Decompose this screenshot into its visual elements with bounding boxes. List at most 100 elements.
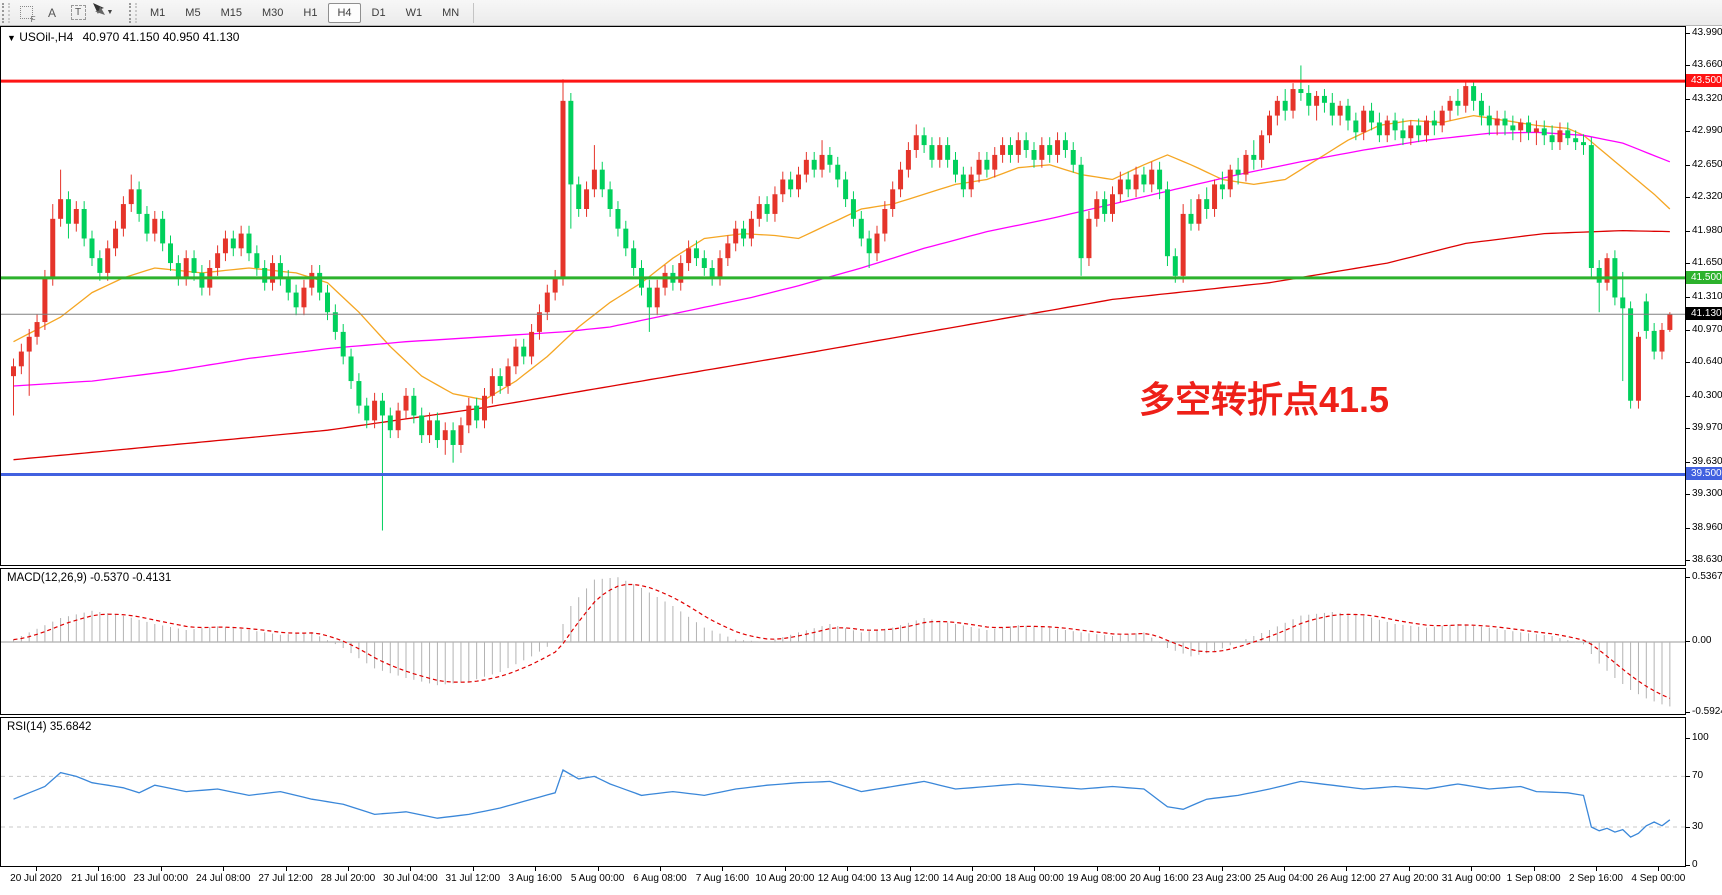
axis-tick-mark: [1686, 462, 1690, 463]
timeframe-m1-button[interactable]: M1: [150, 6, 166, 19]
candle-body: [105, 248, 111, 273]
candle-body: [1384, 120, 1390, 136]
axis-tick-mark: [1686, 297, 1690, 298]
time-tick-mark: [36, 867, 37, 871]
price-tick-label: 41.650: [1692, 257, 1722, 268]
candle-body: [1321, 95, 1327, 103]
timeframe-d1-button[interactable]: D1: [371, 6, 386, 19]
rsi-pane[interactable]: RSI(14) 35.6842: [0, 717, 1686, 867]
time-label: 23 Aug 23:00: [1192, 873, 1252, 884]
macd-canvas: [1, 577, 1685, 707]
candle-body: [1478, 100, 1484, 116]
candle-body: [1000, 145, 1006, 155]
time-tick-mark: [722, 867, 724, 871]
candle-body: [1306, 92, 1312, 106]
candle-body: [631, 248, 637, 268]
candle-body: [796, 174, 801, 190]
axis-tick-mark: [1686, 231, 1690, 232]
candle-body: [890, 189, 896, 209]
candle-body: [552, 277, 558, 293]
candle-body: [937, 145, 943, 160]
axis-tick-mark: [1686, 865, 1690, 866]
time-axis[interactable]: 20 Jul 2020 21 Jul 16:00 23 Jul 00:00 24 Ju…: [0, 867, 1722, 895]
toolbar-grip-2[interactable]: [129, 2, 137, 23]
price-tick-label: 40.970: [1692, 324, 1722, 335]
timeframe-mn-button[interactable]: MN: [442, 6, 460, 19]
candle-body: [693, 248, 699, 259]
cursor-arrows-tool-icon[interactable]: ▼: [92, 2, 126, 24]
time-tick-mark: [223, 867, 225, 871]
candle-body: [191, 258, 197, 273]
candle-body: [764, 204, 770, 214]
time-label: 30 Jul 04:00: [383, 873, 438, 884]
text-box-tool-icon[interactable]: T: [66, 2, 90, 24]
candle-body: [1518, 122, 1524, 131]
candle-body: [733, 228, 739, 244]
candle-body: [230, 238, 236, 249]
candle-body: [1149, 169, 1155, 185]
candle-body: [945, 145, 951, 160]
candle-body: [1196, 199, 1202, 224]
candle-body: [929, 145, 935, 160]
candle-body: [152, 218, 158, 234]
candle-body: [615, 208, 621, 229]
candle-body: [1204, 199, 1210, 209]
time-tick-mark: [1533, 867, 1535, 871]
macd-pane[interactable]: MACD(12,26,9) -0.5370 -0.4131: [0, 568, 1686, 715]
price-tick-label: 41.980: [1692, 225, 1722, 236]
candle-body: [1557, 130, 1563, 143]
candle-body: [1628, 308, 1634, 401]
candle-body: [623, 228, 629, 249]
fibonacci-tool-icon[interactable]: F: [14, 2, 38, 24]
candle-body: [1102, 199, 1108, 214]
candle-body: [1494, 118, 1500, 126]
timeframe-w1-button[interactable]: W1: [405, 6, 423, 19]
timeframe-m30-button[interactable]: M30: [261, 6, 284, 19]
timeframe-m15-button[interactable]: M15: [220, 6, 242, 19]
ma-slow-red: [13, 229, 1670, 461]
candle-body: [1039, 145, 1045, 160]
time-tick-mark: [597, 867, 599, 871]
candle-body: [1659, 329, 1665, 352]
time-tick-mark: [909, 867, 911, 871]
price-axis[interactable]: 43.990 43.660 43.320 42.990 42.650 42.320 41.9…: [1686, 26, 1722, 566]
macd-axis[interactable]: 0.5367 0.00 -0.5924: [1686, 568, 1722, 717]
candle-body: [1541, 128, 1547, 136]
candle-body: [827, 154, 833, 165]
collapse-arrow-icon[interactable]: ▼: [7, 33, 16, 43]
time-label: 31 Aug 00:00: [1441, 873, 1501, 884]
time-tick-mark: [1596, 867, 1597, 871]
tool-dropdown-caret[interactable]: ▼: [106, 9, 114, 16]
timeframe-m5-button[interactable]: M5: [185, 6, 201, 19]
time-tick-mark: [1221, 867, 1223, 871]
rsi-tick-label: 100: [1692, 732, 1709, 743]
candle-body: [387, 415, 393, 431]
candle-body: [144, 213, 150, 234]
chart-title: ▼ USOil-,H4 40.970 41.150 40.950 41.130: [7, 30, 239, 44]
candle-body: [356, 381, 362, 406]
candle-body: [576, 184, 582, 209]
candle-body: [450, 430, 456, 445]
candle-body: [199, 272, 205, 288]
candle-body: [843, 179, 849, 200]
text-label-tool-icon[interactable]: A: [47, 5, 56, 20]
price-tick-label: 43.320: [1692, 93, 1722, 104]
ohlc-values: 40.970 41.150 40.950 41.130: [82, 30, 240, 44]
candle-body: [756, 204, 762, 219]
timeframe-h4-button[interactable]: H4: [328, 2, 361, 23]
price-chart-pane[interactable]: ▼ USOil-,H4 40.970 41.150 40.950 41.130 …: [0, 26, 1686, 566]
time-label: 12 Aug 04:00: [817, 873, 877, 884]
candle-body: [607, 189, 613, 209]
candle-body: [215, 253, 221, 268]
timeframe-h1-button[interactable]: H1: [303, 6, 318, 19]
candle-body: [1361, 110, 1367, 133]
candle-body: [1314, 95, 1320, 106]
candle-body: [819, 154, 825, 170]
price-tick-label: 38.630: [1692, 554, 1722, 565]
time-label: 28 Jul 20:00: [320, 873, 376, 884]
rsi-axis[interactable]: 100 70 30 0: [1686, 717, 1722, 870]
rsi-canvas: [1, 769, 1685, 838]
candle-body: [1290, 89, 1296, 111]
toolbar-grip[interactable]: [2, 2, 10, 23]
candle-body: [521, 346, 527, 357]
